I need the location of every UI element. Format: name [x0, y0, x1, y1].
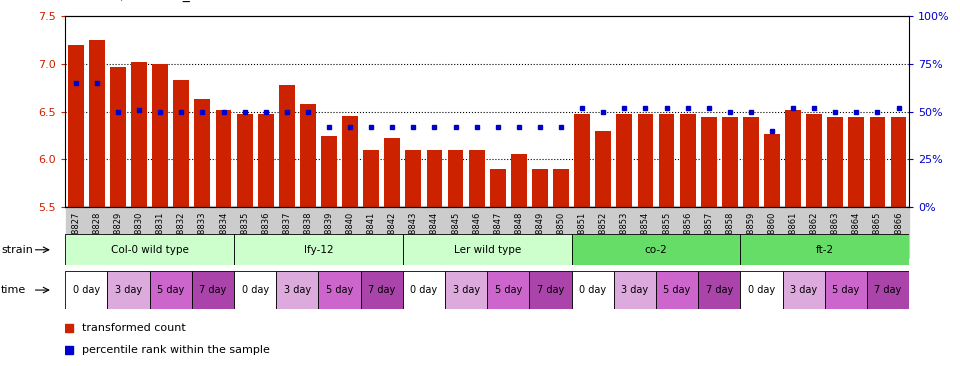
Bar: [258, 115, 274, 207]
Bar: [722, 117, 737, 207]
Text: co-2: co-2: [644, 245, 667, 255]
Text: 3 day: 3 day: [621, 285, 648, 295]
Text: 7 day: 7 day: [368, 285, 396, 295]
Text: Col-0 wild type: Col-0 wild type: [110, 245, 188, 255]
Bar: [701, 117, 716, 207]
Bar: [680, 115, 696, 207]
Bar: [278, 85, 295, 207]
Text: 3 day: 3 day: [284, 285, 311, 295]
Text: 0 day: 0 day: [73, 285, 100, 295]
Text: 0 day: 0 day: [748, 285, 775, 295]
Bar: [174, 80, 189, 207]
Bar: [867, 271, 909, 309]
Bar: [785, 110, 801, 207]
Text: 3 day: 3 day: [452, 285, 480, 295]
Text: 0 day: 0 day: [579, 285, 607, 295]
Text: 5 day: 5 day: [325, 285, 353, 295]
Bar: [828, 117, 843, 207]
Text: 0 day: 0 day: [410, 285, 438, 295]
Text: 7 day: 7 day: [200, 285, 227, 295]
Bar: [192, 271, 234, 309]
Bar: [234, 271, 276, 309]
Bar: [659, 115, 675, 207]
Text: percentile rank within the sample: percentile rank within the sample: [83, 346, 270, 355]
Bar: [216, 110, 231, 207]
Text: 7 day: 7 day: [875, 285, 901, 295]
Bar: [65, 271, 108, 309]
Bar: [870, 117, 885, 207]
Text: GDS453 / 245166_at: GDS453 / 245166_at: [60, 0, 204, 2]
Bar: [637, 115, 654, 207]
Bar: [511, 154, 527, 207]
Text: 3 day: 3 day: [790, 285, 817, 295]
Text: strain: strain: [1, 245, 33, 255]
Bar: [276, 271, 319, 309]
Bar: [403, 234, 571, 265]
Text: 0 day: 0 day: [242, 285, 269, 295]
Bar: [321, 137, 337, 207]
Bar: [782, 271, 825, 309]
Bar: [319, 271, 361, 309]
Bar: [488, 271, 529, 309]
Text: ft-2: ft-2: [816, 245, 834, 255]
Bar: [740, 234, 909, 265]
Bar: [698, 271, 740, 309]
Bar: [89, 40, 105, 207]
Bar: [490, 169, 506, 207]
Text: lfy-12: lfy-12: [303, 245, 333, 255]
Bar: [595, 131, 612, 207]
Bar: [447, 150, 464, 207]
Text: 5 day: 5 day: [663, 285, 690, 295]
Bar: [445, 271, 488, 309]
Bar: [300, 104, 316, 207]
Text: 7 day: 7 day: [537, 285, 564, 295]
Bar: [764, 134, 780, 207]
Bar: [150, 271, 192, 309]
Bar: [571, 271, 613, 309]
Bar: [825, 271, 867, 309]
Bar: [153, 64, 168, 207]
Text: 5 day: 5 day: [157, 285, 184, 295]
Bar: [361, 271, 403, 309]
Bar: [616, 115, 633, 207]
Bar: [553, 169, 569, 207]
Bar: [574, 115, 590, 207]
Bar: [891, 117, 906, 207]
Text: 5 day: 5 day: [832, 285, 859, 295]
Bar: [108, 271, 150, 309]
Bar: [234, 234, 403, 265]
Text: time: time: [1, 285, 26, 295]
Bar: [656, 271, 698, 309]
Bar: [806, 115, 822, 207]
Bar: [613, 271, 656, 309]
Bar: [403, 271, 445, 309]
Bar: [384, 138, 400, 207]
Bar: [529, 271, 571, 309]
Bar: [110, 67, 126, 207]
Bar: [532, 169, 548, 207]
Bar: [426, 150, 443, 207]
Bar: [743, 117, 758, 207]
Bar: [65, 234, 234, 265]
Bar: [195, 99, 210, 207]
Bar: [132, 62, 147, 207]
Bar: [68, 45, 84, 207]
Bar: [849, 117, 864, 207]
Text: 3 day: 3 day: [115, 285, 142, 295]
Bar: [740, 271, 782, 309]
Text: transformed count: transformed count: [83, 323, 186, 333]
Bar: [571, 234, 740, 265]
Bar: [237, 115, 252, 207]
Bar: [405, 150, 421, 207]
Bar: [468, 150, 485, 207]
Text: 7 day: 7 day: [706, 285, 732, 295]
Bar: [363, 150, 379, 207]
Bar: [342, 116, 358, 207]
Text: Ler wild type: Ler wild type: [453, 245, 521, 255]
Text: 5 day: 5 day: [494, 285, 522, 295]
